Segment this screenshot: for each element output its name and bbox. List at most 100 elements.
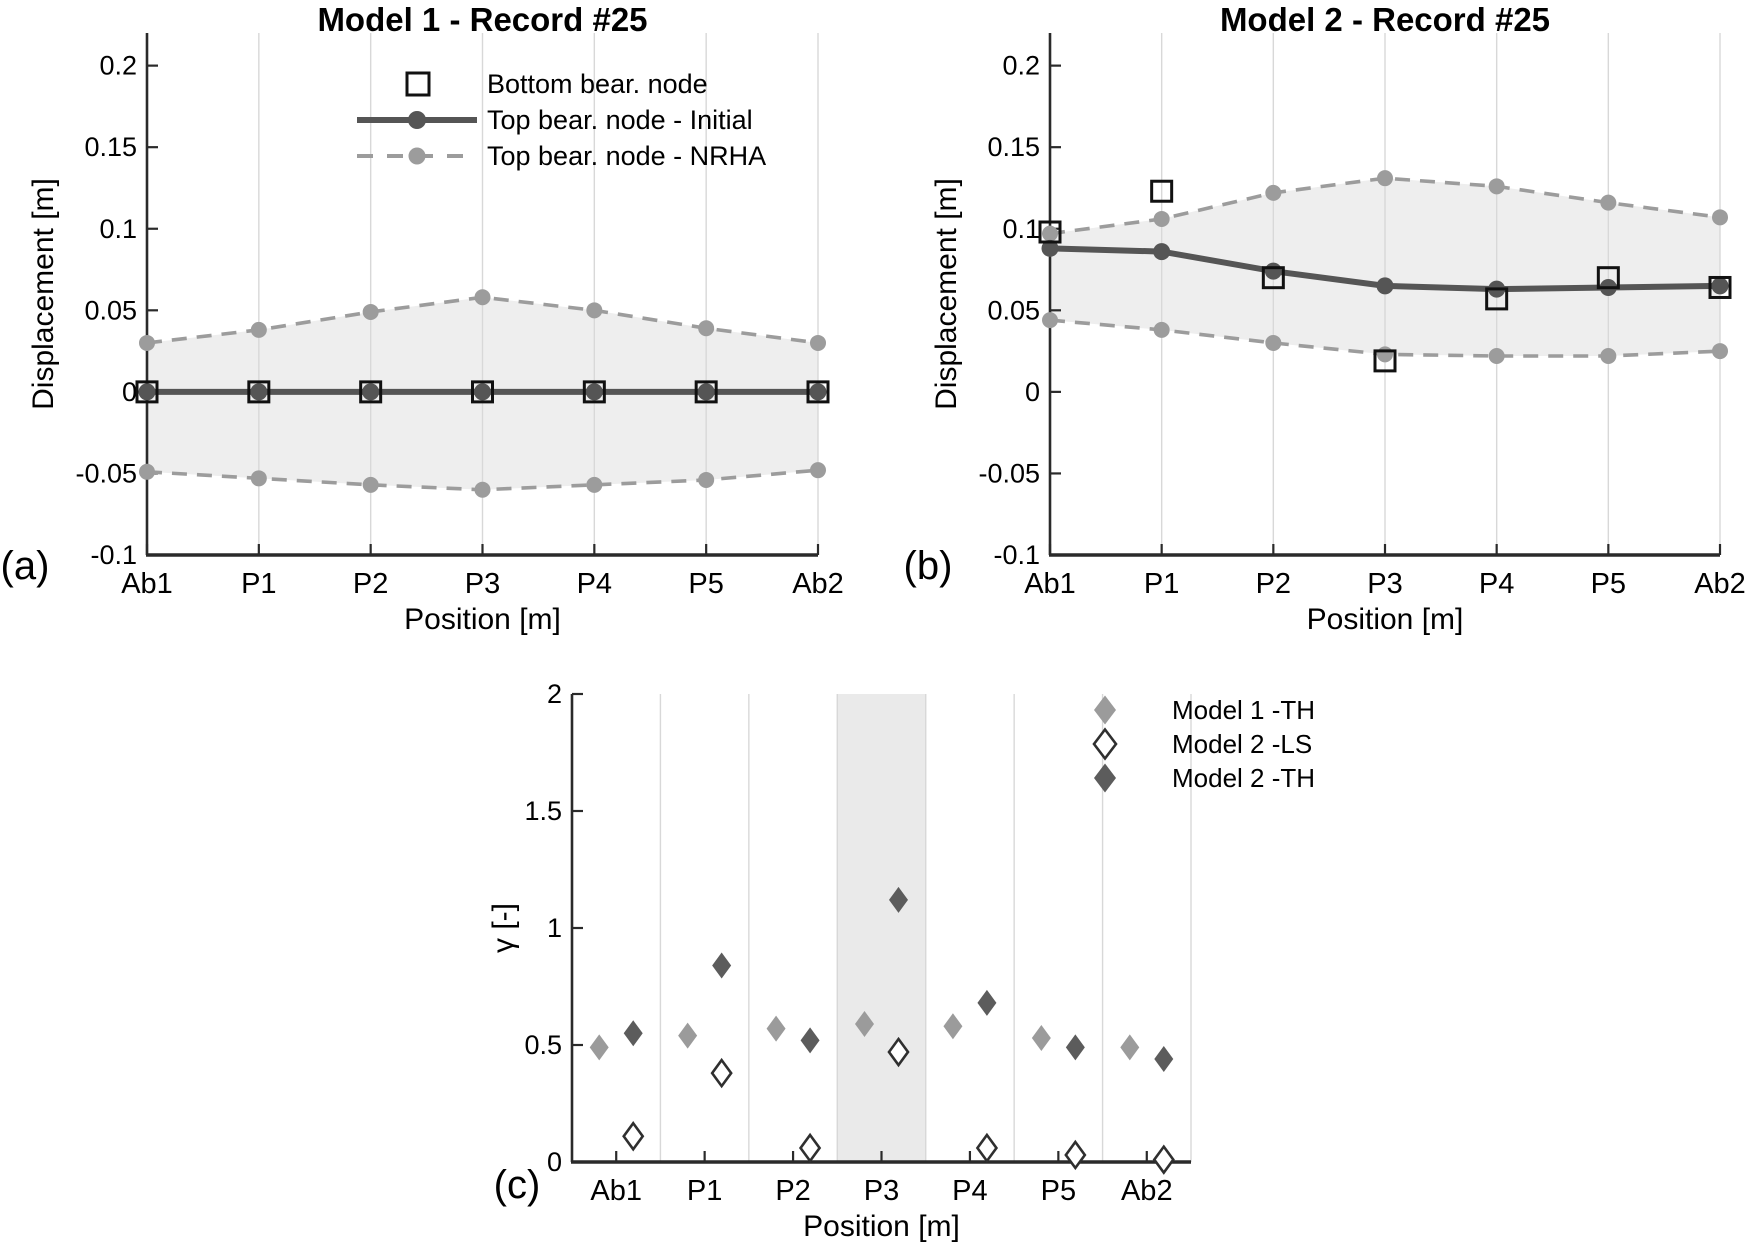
panel-b-nrha-marker [1600,347,1617,364]
panel-a-nrha-marker [250,470,267,487]
panel-a-initial-marker [809,383,827,401]
panel-b-xtick-label: P5 [1591,568,1626,600]
panel-a-ytick-label: -0.1 [90,540,137,570]
panel-c-diamond-light-marker [766,1015,786,1042]
panel-b-initial-marker [1153,243,1171,261]
panel-b-ytick-label: -0.05 [978,458,1040,488]
panel-b-ytick-label: 0.1 [1002,214,1040,244]
panel-b-bottom-node-marker [1596,266,1620,290]
panel-c-diamond-dark-marker [1065,1034,1085,1061]
legend-open-square-icon [405,71,431,97]
panel-b-letter: (b) [903,544,953,588]
panel-a-nrha-marker [474,481,491,498]
panel-b-bottom-node-marker [1038,220,1062,244]
panel-c-xtick-label: P2 [775,1175,810,1207]
panel-c-diamond-open-marker [1152,1144,1175,1175]
panel-c-highlight-band [837,694,926,1162]
panel-c-diamond-open-marker [1064,1139,1087,1171]
panel-a-nrha-marker [362,476,379,493]
panel-c-diamond-open-marker [798,1132,822,1164]
legend-entry-label: Bottom bear. node [487,69,708,99]
panel-a-nrha-marker [250,321,267,338]
panel-c-xtick-label: Ab1 [590,1175,642,1207]
panel-c-xlabel: Position [m] [803,1210,960,1243]
legend-dashed-circle-icon [408,147,426,165]
panel-a-nrha-marker [586,302,603,319]
panel-a-bottom-node-marker [247,380,271,404]
panel-c-diamond-open-marker [710,1057,733,1089]
panel-b-ytick-label: 0.2 [1002,51,1040,81]
panel-b-xtick-label: Ab2 [1694,568,1746,600]
panel-b-nrha-marker [1042,312,1058,329]
panel-b-nrha-marker [1712,209,1728,226]
panel-a-nrha-marker [698,320,715,337]
panel-c-diamond-dark-marker [889,886,908,913]
panel-a-initial-marker [474,383,491,401]
panel-c-legend-entry-label: Model 2 -LS [1172,729,1312,759]
panel-a-xtick-label: P5 [688,568,723,600]
panel-b-bottom-node-marker [1261,266,1285,290]
legend-solid-circle-icon [408,111,426,129]
panel-a-xtick-label: P4 [577,568,612,600]
panel-b-xtick-label: P2 [1256,568,1291,600]
panel-b-nrha-marker [1153,321,1170,338]
panel-a-nrha-marker [474,289,491,306]
panel-b-nrha-marker [1488,347,1505,364]
legend-entry-label: Top bear. node - NRHA [487,141,766,171]
panel-a-ytick-label: 0.05 [84,295,137,325]
panel-c-xtick-label: P3 [864,1175,899,1207]
panel-b-nrha-marker [1153,210,1170,227]
panel-a-xtick-label: Ab1 [121,568,173,600]
panel-c-letter: (c) [493,1163,541,1207]
panel-c-ytick-label: 0.5 [524,1030,562,1060]
panel-b-nrha-marker [1377,170,1393,187]
panel-b-nrha-marker [1042,225,1058,242]
panel-c-diamond-light-marker [678,1022,698,1049]
panel-c-legend-entry-label: Model 2 -TH [1172,763,1315,793]
panel-c-xtick-label: P5 [1041,1175,1076,1207]
panel-a-ytick-label: 0.2 [99,51,137,81]
panel-b-initial-marker [1041,239,1059,257]
panel-a-nrha-marker [139,334,155,351]
panel-a-bottom-node-marker [806,380,830,404]
legend-entry-label: Top bear. node - Initial [487,105,753,135]
panel-a-xtick-label: P3 [465,568,500,600]
panel-b-ytick-label: -0.1 [993,540,1040,570]
panel-b-xtick-label: P4 [1479,568,1514,600]
panel-a-bottom-node-marker [471,380,494,404]
panel-b-nrha-marker [1488,178,1505,195]
panel-c-diamond-dark-marker [623,1020,643,1047]
panel-a-bottom-node-marker [694,380,718,404]
panel-c-xtick-label: P4 [952,1175,987,1207]
panel-c-ytick-label: 1 [547,913,562,943]
panel-a-nrha-marker [810,462,826,479]
panel-a-bottom-node-marker [135,380,159,404]
panel-b-bottom-node-marker [1150,179,1174,203]
panel-b-nrha-marker [1600,194,1617,211]
panel-c-diamond-light-marker [1120,1034,1140,1061]
panel-c-diamond-open-marker [887,1036,910,1068]
panel-b-xtick-label: P1 [1144,568,1179,600]
panel-a-xtick-label: P1 [241,568,276,600]
panel-a-nrha-marker [810,334,826,351]
panel-a-ytick-label: 0.15 [84,132,137,162]
panel-c-diamond-light-marker [1031,1024,1051,1051]
panel-b-xtick-label: P3 [1367,568,1402,600]
panel-a-nrha-marker [139,463,155,480]
panel-a-xtick-label: P2 [353,568,388,600]
panel-b-ytick-label: 0.05 [987,295,1040,325]
panel-c-diamond-dark-marker [800,1027,820,1054]
panel-b-nrha-marker [1265,334,1282,351]
legend-diamond-dark-icon [1094,763,1116,793]
panel-b-bottom-node-marker [1708,275,1732,299]
panel-a-nrha-marker [698,471,715,488]
panel-b-ytick-label: 0 [1025,377,1040,407]
panel-b-initial-marker [1264,262,1282,280]
panel-b-nrha-marker [1377,346,1393,363]
panel-a-initial-marker [585,383,603,401]
panel-a-nrha-marker [586,476,603,493]
panel-c-xtick-label: P1 [687,1175,722,1207]
panel-b-title: Model 2 - Record #25 [1219,1,1551,38]
